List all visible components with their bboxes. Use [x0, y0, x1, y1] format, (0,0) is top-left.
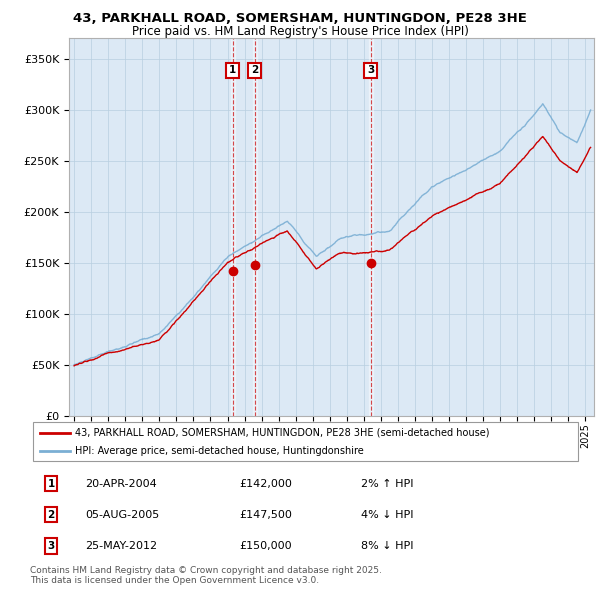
- Text: 1: 1: [47, 478, 55, 489]
- Bar: [368, 38, 373, 416]
- Text: 25-MAY-2012: 25-MAY-2012: [85, 541, 157, 551]
- Text: 2: 2: [47, 510, 55, 520]
- Text: Contains HM Land Registry data © Crown copyright and database right 2025.
This d: Contains HM Land Registry data © Crown c…: [30, 566, 382, 585]
- Text: 43, PARKHALL ROAD, SOMERSHAM, HUNTINGDON, PE28 3HE: 43, PARKHALL ROAD, SOMERSHAM, HUNTINGDON…: [73, 12, 527, 25]
- Text: 43, PARKHALL ROAD, SOMERSHAM, HUNTINGDON, PE28 3HE (semi-detached house): 43, PARKHALL ROAD, SOMERSHAM, HUNTINGDON…: [75, 428, 490, 438]
- Text: 3: 3: [367, 65, 374, 76]
- Bar: [253, 38, 257, 416]
- Text: £142,000: £142,000: [240, 478, 293, 489]
- FancyBboxPatch shape: [33, 422, 578, 461]
- Text: 8% ↓ HPI: 8% ↓ HPI: [361, 541, 414, 551]
- Text: 1: 1: [229, 65, 236, 76]
- Text: £150,000: £150,000: [240, 541, 292, 551]
- Text: HPI: Average price, semi-detached house, Huntingdonshire: HPI: Average price, semi-detached house,…: [75, 446, 364, 456]
- Text: 2% ↑ HPI: 2% ↑ HPI: [361, 478, 414, 489]
- Text: 05-AUG-2005: 05-AUG-2005: [85, 510, 160, 520]
- Text: 4% ↓ HPI: 4% ↓ HPI: [361, 510, 414, 520]
- Text: £147,500: £147,500: [240, 510, 293, 520]
- Text: 2: 2: [251, 65, 259, 76]
- Text: 3: 3: [47, 541, 55, 551]
- Text: 20-APR-2004: 20-APR-2004: [85, 478, 157, 489]
- Text: Price paid vs. HM Land Registry's House Price Index (HPI): Price paid vs. HM Land Registry's House …: [131, 25, 469, 38]
- Bar: [230, 38, 235, 416]
